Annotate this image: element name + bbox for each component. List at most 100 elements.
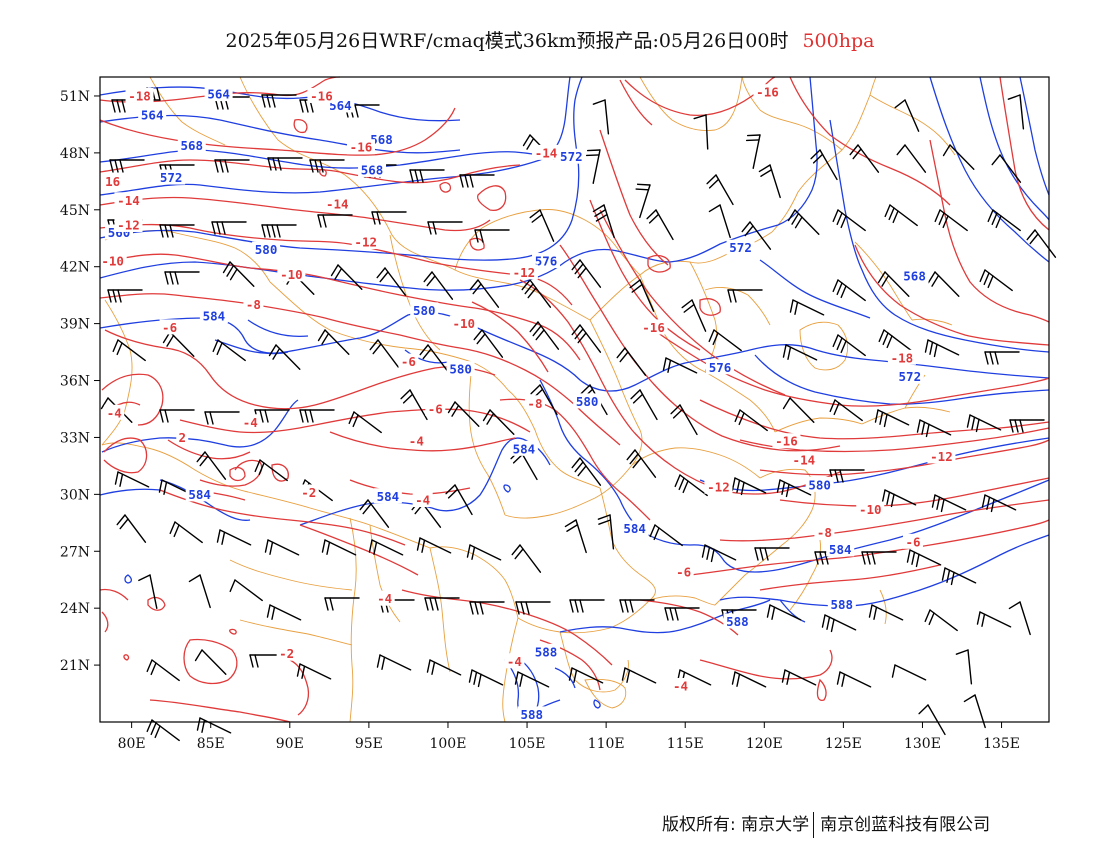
height-contour-label: 580 (449, 362, 472, 377)
wind-barb (267, 157, 303, 171)
wind-barb (592, 204, 615, 239)
wind-barb (745, 134, 761, 170)
height-contour-label: 584 (377, 489, 400, 504)
wind-barb (299, 409, 335, 423)
wind-barb (416, 537, 452, 554)
wind-barb (754, 547, 790, 561)
wind-barb (194, 649, 227, 675)
wind-barb (597, 514, 615, 550)
y-tick-label: 45N (60, 203, 90, 219)
wind-barb (766, 604, 802, 621)
x-tick-label: 95E (355, 736, 383, 752)
wind-barb (419, 344, 450, 373)
wind-barb (521, 279, 552, 308)
height-contour-label-bg (620, 520, 649, 536)
wind-barb (159, 409, 195, 423)
temperature-contour-label: -12 (513, 265, 536, 280)
wind-barb (776, 479, 812, 498)
wind-barb (229, 579, 263, 602)
temperature-contour-label: -12 (354, 235, 377, 250)
wind-barb (188, 574, 211, 609)
temperature-contour-label-bg (670, 677, 691, 693)
height-contour-label: 580 (808, 477, 831, 492)
temperature-contour-label-bg (425, 400, 446, 416)
wind-barb (469, 601, 505, 615)
temperature-labels: -18 -16 -16 -16 -14 16 -14 -14 -12 -12 -10 -10 -12 -8… (98, 84, 956, 693)
wind-barb (146, 719, 180, 742)
temperature-contour-label-bg (240, 414, 261, 430)
temperature-contour-label-bg (509, 264, 538, 280)
wind-barb (371, 211, 407, 225)
wind-barb (1026, 229, 1057, 258)
wind-barb (616, 347, 647, 376)
wind-barb (664, 607, 700, 621)
wind-barb (107, 289, 143, 303)
height-contour-label: 572 (560, 149, 583, 164)
wind-barb (896, 144, 927, 173)
wind-barb (459, 174, 495, 188)
height-contour-label-bg (185, 486, 214, 502)
wind-barb (400, 389, 428, 421)
temperature-contour-label-bg (159, 319, 180, 335)
wind-barb (874, 409, 910, 428)
height-contour-label-bg (900, 268, 929, 284)
wind-barb (894, 99, 920, 132)
wind-barb (216, 529, 252, 546)
temperature-contour-label: -4 (107, 405, 122, 420)
x-tick-label: 105E (509, 736, 546, 752)
temperature-contour-label-bg (504, 653, 525, 669)
wind-barb (782, 344, 818, 361)
wind-barb (619, 599, 655, 613)
wind-barb (571, 457, 602, 486)
wind-barb (635, 183, 651, 219)
temperature-contour-label: -16 (775, 434, 798, 449)
map-title: 2025年05月26日WRF/cmaq模式36km预报产品:05月26日00时 5… (0, 26, 1100, 53)
wind-barb (906, 549, 942, 568)
height-contour-label-bg (204, 86, 233, 102)
wind-barb (626, 449, 657, 478)
temperature-contour-label: -10 (280, 267, 303, 282)
wind-barb (649, 524, 683, 547)
wind-barb (662, 357, 698, 374)
height-contour-label-bg (726, 239, 755, 255)
wind-barb (881, 489, 917, 508)
height-contour-label-bg (532, 643, 561, 659)
y-tick-label: 24N (60, 601, 90, 617)
wind-barb (979, 269, 1013, 292)
x-tick-label: 110E (588, 736, 625, 752)
temperature-contour-label: -6 (676, 565, 691, 580)
wind-barb (987, 209, 1021, 232)
wind-barb (781, 669, 817, 686)
x-tick-label: 120E (746, 736, 783, 752)
wind-barb (116, 514, 147, 543)
height-contour-label: 572 (160, 170, 183, 185)
temperature-contour-label-bg (307, 87, 336, 103)
wind-barb (931, 494, 967, 513)
wind-barb (821, 614, 857, 633)
wind-barb (529, 321, 560, 350)
height-contour-label-bg (199, 308, 228, 324)
temperature-contour-label-bg (374, 590, 395, 606)
temperature-contour-label: -2 (279, 646, 294, 661)
temperature-contour-label: -6 (428, 401, 443, 416)
wind-barb (927, 271, 960, 297)
height-contour-label: 588 (521, 707, 544, 722)
temperature-contour-label-bg (104, 404, 125, 420)
x-tick-label: 130E (904, 736, 941, 752)
wind-barb (196, 451, 227, 480)
wind-barb (918, 704, 946, 736)
temperature-contour-label: -16 (350, 140, 373, 155)
height-contour-label: 564 (207, 87, 230, 102)
wind-barb (309, 159, 345, 173)
administrative-borders (101, 76, 956, 723)
wind-barb (569, 599, 605, 613)
wind-barb (621, 667, 657, 684)
y-tick-label: 42N (60, 260, 90, 276)
wind-barb (984, 351, 1020, 365)
temperature-contour-label-bg (524, 395, 545, 411)
temperature-contour-label: -18 (128, 88, 151, 103)
wind-barb (758, 164, 781, 199)
wind-barb (571, 259, 602, 288)
wind-barb (670, 404, 698, 436)
